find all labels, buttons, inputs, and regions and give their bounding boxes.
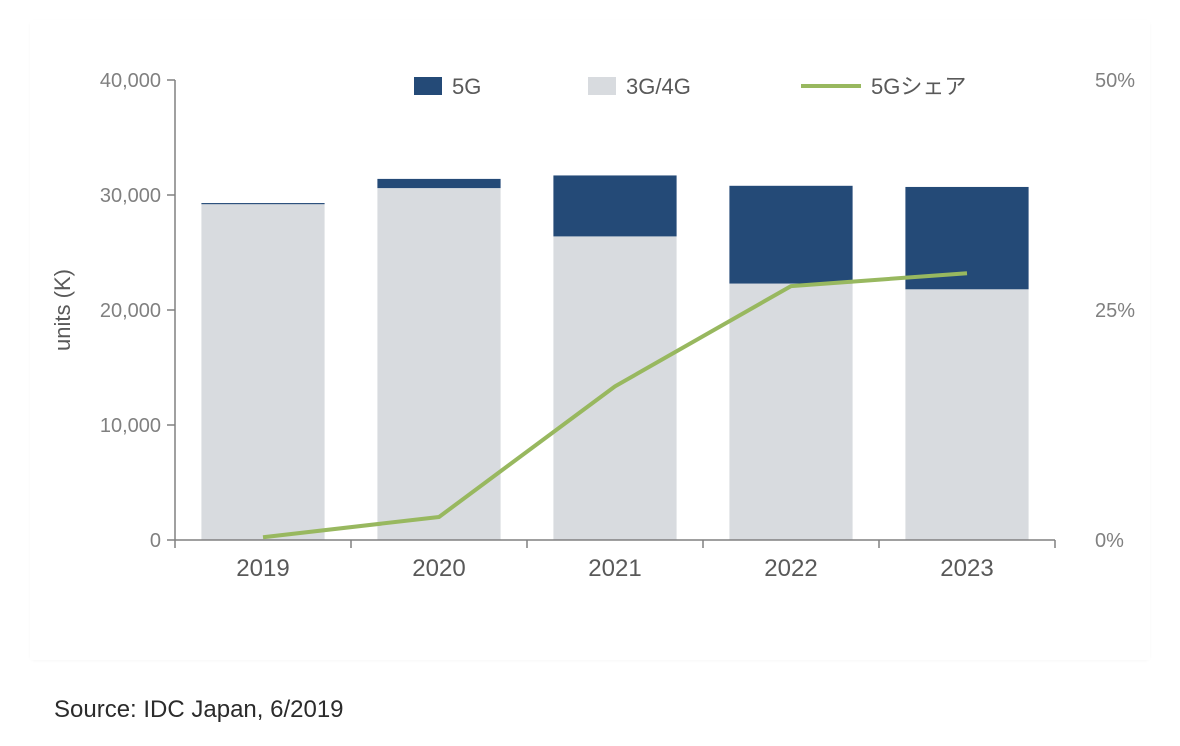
bar-5g xyxy=(553,175,676,236)
y-axis-title: units (K) xyxy=(50,269,75,351)
bar-3g4g xyxy=(905,289,1028,540)
source-text: Source: IDC Japan, 6/2019 xyxy=(54,696,344,724)
combo-chart: 0 10,000 20,000 30,000 40,000 units (K) 0% 25% 5… xyxy=(30,20,1150,660)
y-right-tick-label: 25% xyxy=(1095,300,1135,322)
y-left-tick-label: 40,000 xyxy=(100,70,161,92)
bar-5g xyxy=(201,203,324,204)
x-tick-label: 2022 xyxy=(764,555,817,582)
bar-3g4g xyxy=(729,284,852,540)
y-left-tick-label: 30,000 xyxy=(100,185,161,207)
y-left-tick-label: 10,000 xyxy=(100,415,161,437)
y-right-tick-label: 0% xyxy=(1095,530,1124,552)
legend-5g-share-label: 5Gシェア xyxy=(871,74,966,99)
legend-3g4g-label: 3G/4G xyxy=(626,74,691,99)
legend-5g-label: 5G xyxy=(452,74,481,99)
legend-5g-swatch xyxy=(414,77,442,95)
y-left-tick-label: 0 xyxy=(150,530,161,552)
y-left-tick-label: 20,000 xyxy=(100,300,161,322)
x-tick-label: 2023 xyxy=(940,555,993,582)
bar-5g xyxy=(729,186,852,284)
legend-3g4g-swatch xyxy=(588,77,616,95)
x-tick-label: 2020 xyxy=(412,555,465,582)
y-right-tick-label: 50% xyxy=(1095,70,1135,92)
bar-5g xyxy=(377,179,500,188)
x-tick-label: 2021 xyxy=(588,555,641,582)
bar-3g4g xyxy=(201,204,324,540)
x-tick-label: 2019 xyxy=(236,555,289,582)
chart-card: 0 10,000 20,000 30,000 40,000 units (K) 0% 25% 5… xyxy=(30,20,1150,660)
